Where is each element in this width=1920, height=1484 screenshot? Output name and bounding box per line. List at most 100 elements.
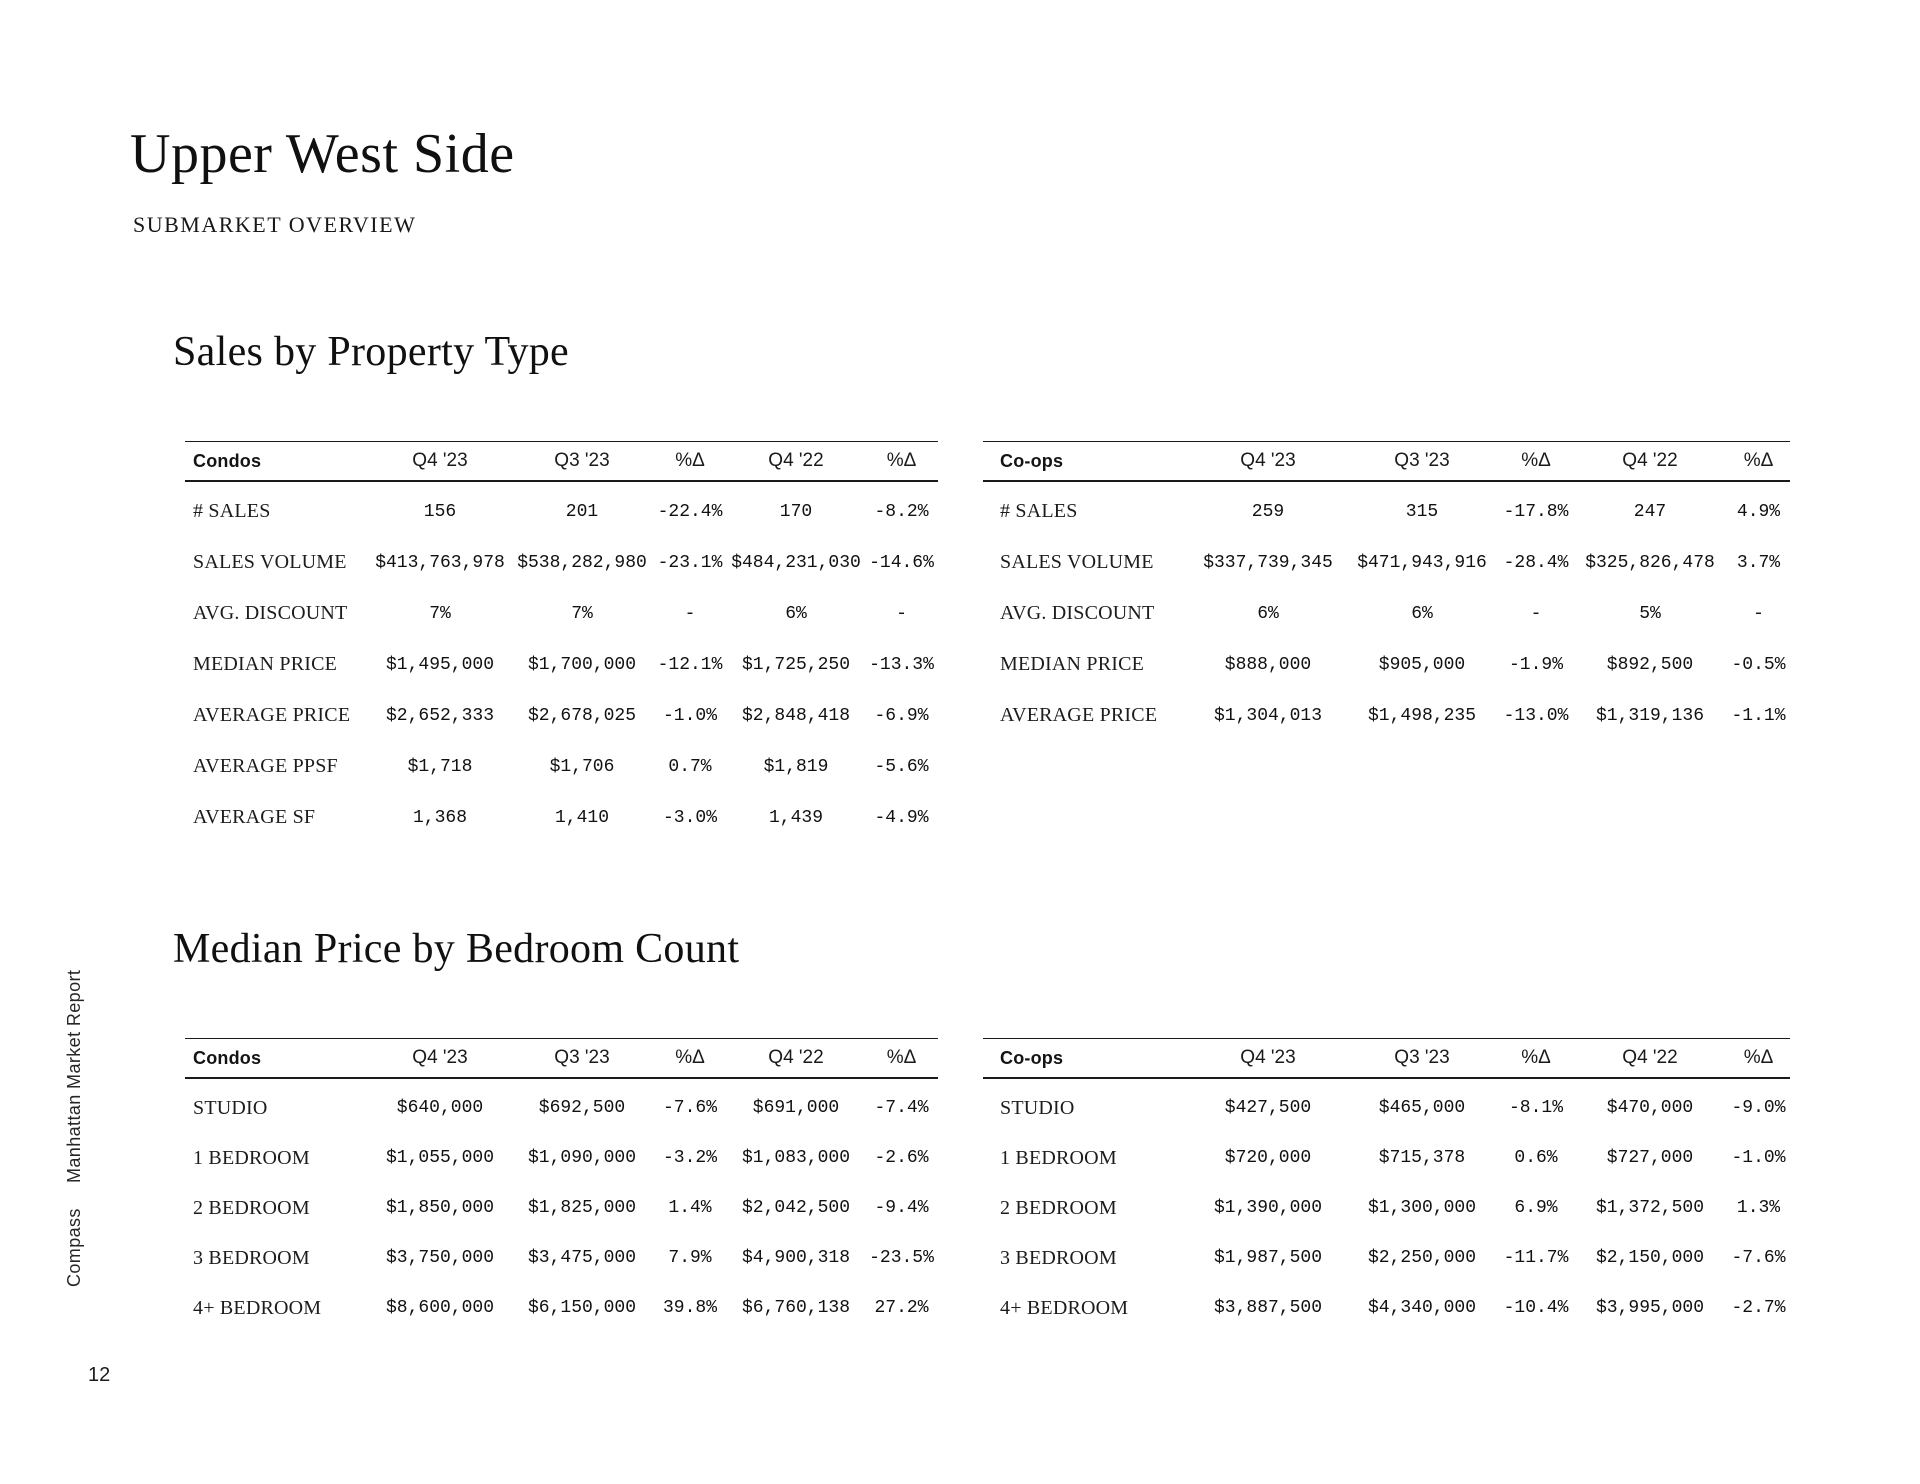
cell-value: $484,231,030 xyxy=(731,552,861,573)
cell-value: $1,495,000 xyxy=(385,654,495,675)
cell-value: 7% xyxy=(429,603,451,624)
table-row: 2 BEDROOM $1,390,000 $1,300,000 6.9% $1,… xyxy=(983,1183,1790,1233)
cell-value: 201 xyxy=(565,501,599,522)
table-header-row: Condos Q4 '23 Q3 '23 %Δ Q4 '22 %Δ xyxy=(185,1038,938,1079)
cell-value: $1,706 xyxy=(549,756,615,777)
row-label: MEDIAN PRICE xyxy=(1000,653,1145,675)
cell-value: - xyxy=(684,603,696,624)
column-header: Q4 '23 xyxy=(1240,1047,1296,1068)
section-heading-median-price-by-bedroom-count: Median Price by Bedroom Count xyxy=(173,926,740,972)
cell-value: $413,763,978 xyxy=(375,552,505,573)
page-title: Upper West Side xyxy=(130,123,515,185)
row-label: 1 BEDROOM xyxy=(1000,1146,1117,1169)
cell-value: 0.7% xyxy=(668,756,712,777)
cell-value: -8.2% xyxy=(874,501,929,522)
cell-value: -2.7% xyxy=(1731,1298,1786,1318)
cell-value: $640,000 xyxy=(396,1098,484,1118)
column-header: %Δ xyxy=(1743,1047,1774,1068)
table-row: AVG. DISCOUNT 7% 7% - 6% - xyxy=(185,588,938,639)
table-title: Co-ops xyxy=(1000,450,1064,471)
cell-value: $1,987,500 xyxy=(1213,1248,1323,1268)
cell-value: $1,498,235 xyxy=(1367,705,1477,726)
table-row: AVERAGE PPSF $1,718 $1,706 0.7% $1,819 -… xyxy=(185,741,938,792)
cell-value: -17.8% xyxy=(1503,501,1569,522)
cell-value: $2,848,418 xyxy=(741,705,851,726)
cell-value: $3,475,000 xyxy=(527,1248,637,1268)
table-row: 1 BEDROOM $720,000 $715,378 0.6% $727,00… xyxy=(983,1133,1790,1183)
cell-value: $1,718 xyxy=(407,756,473,777)
cell-value: $1,700,000 xyxy=(527,654,637,675)
cell-value: -12.1% xyxy=(657,654,723,675)
cell-value: - xyxy=(1753,603,1764,624)
column-header: Q4 '22 xyxy=(768,450,824,471)
table-header-row: Co-ops Q4 '23 Q3 '23 %Δ Q4 '22 %Δ xyxy=(983,1038,1790,1079)
cell-value: -23.1% xyxy=(657,552,723,573)
cell-value: $1,819 xyxy=(763,756,829,777)
cell-value: $6,150,000 xyxy=(527,1298,637,1318)
table-row: STUDIO $640,000 $692,500 -7.6% $691,000 … xyxy=(185,1083,938,1133)
cell-value: 27.2% xyxy=(874,1298,929,1318)
cell-value: $2,678,025 xyxy=(527,705,637,726)
cell-value: $691,000 xyxy=(752,1098,840,1118)
cell-value: $6,760,138 xyxy=(741,1298,851,1318)
sales-condos-table: Condos Q4 '23 Q3 '23 %Δ Q4 '22 %Δ # SALE… xyxy=(185,441,938,843)
cell-value: $1,372,500 xyxy=(1595,1198,1705,1218)
bedroom-condos-table: Condos Q4 '23 Q3 '23 %Δ Q4 '22 %Δ STUDIO… xyxy=(185,1038,938,1333)
table-body: # SALES 259 315 -17.8% 247 4.9% SALES VO… xyxy=(983,482,1790,741)
cell-value: -9.4% xyxy=(874,1198,929,1218)
cell-value: 6% xyxy=(1257,603,1279,624)
cell-value: -10.4% xyxy=(1503,1298,1569,1318)
row-label: 1 BEDROOM xyxy=(193,1146,310,1169)
cell-value: -5.6% xyxy=(874,756,929,777)
cell-value: 5% xyxy=(1639,603,1661,624)
column-header: %Δ xyxy=(1521,450,1551,471)
table-row: AVERAGE PRICE $1,304,013 $1,498,235 -13.… xyxy=(983,690,1790,741)
cell-value: $471,943,916 xyxy=(1357,552,1487,573)
cell-value: $715,378 xyxy=(1378,1148,1466,1168)
cell-value: 170 xyxy=(779,501,813,522)
cell-value: $720,000 xyxy=(1224,1148,1312,1168)
cell-value: $1,850,000 xyxy=(385,1198,495,1218)
cell-value: $470,000 xyxy=(1606,1098,1694,1118)
page-number: 12 xyxy=(88,1364,111,1386)
cell-value: 6% xyxy=(1411,603,1433,624)
cell-value: -7.4% xyxy=(874,1098,929,1118)
table-header-row: Condos Q4 '23 Q3 '23 %Δ Q4 '22 %Δ xyxy=(185,441,938,482)
table-row: AVERAGE SF 1,368 1,410 -3.0% 1,439 -4.9% xyxy=(185,792,938,843)
row-label: AVERAGE SF xyxy=(193,806,316,828)
table-title: Co-ops xyxy=(1000,1047,1064,1068)
cell-value: $4,340,000 xyxy=(1367,1298,1477,1318)
column-header: %Δ xyxy=(886,450,917,471)
cell-value: $427,500 xyxy=(1224,1098,1312,1118)
cell-value: -2.6% xyxy=(874,1148,929,1168)
table-title: Condos xyxy=(193,450,262,471)
table-row: 2 BEDROOM $1,850,000 $1,825,000 1.4% $2,… xyxy=(185,1183,938,1233)
row-label: AVG. DISCOUNT xyxy=(1000,602,1155,624)
cell-value: -3.0% xyxy=(662,807,717,828)
column-header: Q4 '22 xyxy=(1622,1047,1678,1068)
cell-value: -9.0% xyxy=(1731,1098,1786,1118)
sales-coops-table: Co-ops Q4 '23 Q3 '23 %Δ Q4 '22 %Δ # SALE… xyxy=(983,441,1790,741)
cell-value: -22.4% xyxy=(657,501,723,522)
cell-value: 1.4% xyxy=(668,1198,712,1218)
row-label: STUDIO xyxy=(193,1096,268,1119)
cell-value: -14.6% xyxy=(869,552,934,573)
table-row: 3 BEDROOM $3,750,000 $3,475,000 7.9% $4,… xyxy=(185,1233,938,1283)
row-label: 4+ BEDROOM xyxy=(193,1296,322,1319)
cell-value: $905,000 xyxy=(1378,654,1466,675)
column-header: Q3 '23 xyxy=(554,1047,610,1068)
cell-value: 247 xyxy=(1633,501,1667,522)
column-header: %Δ xyxy=(675,450,705,471)
cell-value: 3.7% xyxy=(1736,552,1781,573)
cell-value: $2,652,333 xyxy=(385,705,495,726)
row-label: AVERAGE PPSF xyxy=(193,755,338,777)
cell-value: $888,000 xyxy=(1224,654,1312,675)
cell-value: 39.8% xyxy=(662,1298,717,1318)
page-subtitle: SUBMARKET OVERVIEW xyxy=(133,212,417,237)
table-title: Condos xyxy=(193,1047,262,1068)
table-body: STUDIO $640,000 $692,500 -7.6% $691,000 … xyxy=(185,1079,938,1333)
cell-value: $2,042,500 xyxy=(741,1198,851,1218)
cell-value: $465,000 xyxy=(1378,1098,1466,1118)
cell-value: -13.0% xyxy=(1503,705,1569,726)
table-row: MEDIAN PRICE $1,495,000 $1,700,000 -12.1… xyxy=(185,639,938,690)
